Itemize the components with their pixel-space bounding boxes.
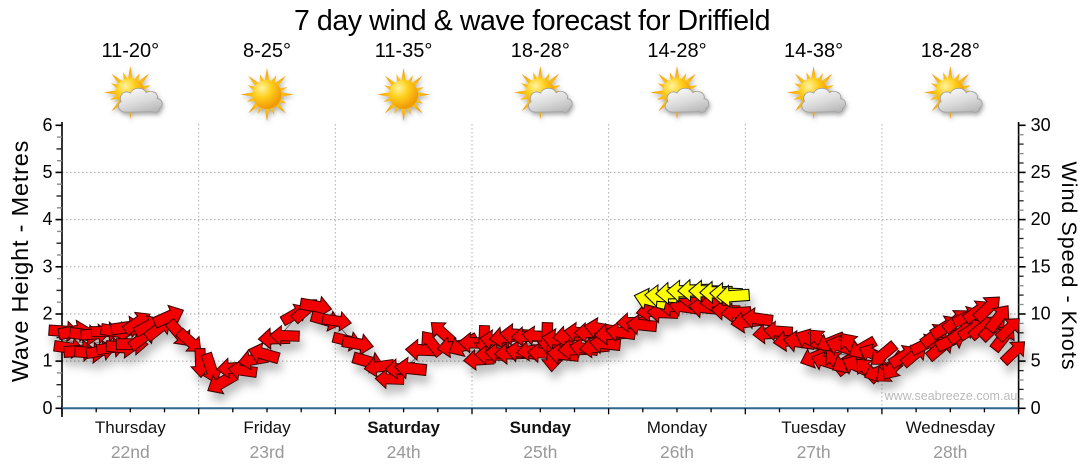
svg-text:Sunday: Sunday <box>510 418 572 437</box>
svg-text:28th: 28th <box>933 442 967 462</box>
svg-text:Wave Height - Metres: Wave Height - Metres <box>7 140 33 382</box>
svg-text:18-28°: 18-28° <box>921 40 980 62</box>
svg-text:Friday: Friday <box>243 418 291 437</box>
svg-text:Wednesday: Wednesday <box>906 418 996 437</box>
svg-text:10: 10 <box>1031 304 1051 324</box>
svg-text:11-35°: 11-35° <box>375 40 433 62</box>
svg-text:0: 0 <box>42 398 52 418</box>
svg-text:14-28°: 14-28° <box>647 40 706 62</box>
svg-text:26th: 26th <box>660 442 694 462</box>
svg-text:Thursday: Thursday <box>95 418 166 437</box>
svg-text:4: 4 <box>42 209 52 229</box>
svg-text:22nd: 22nd <box>111 442 150 462</box>
svg-text:24th: 24th <box>387 442 421 462</box>
svg-text:Wind Speed - Knots: Wind Speed - Knots <box>1057 161 1080 370</box>
svg-text:7 day wind & wave forecast for: 7 day wind & wave forecast for Driffield <box>294 5 770 37</box>
svg-text:23rd: 23rd <box>249 442 284 462</box>
svg-text:1: 1 <box>42 351 52 371</box>
svg-text:www.seabreeze.com.au: www.seabreeze.com.au <box>884 389 1018 403</box>
svg-text:25th: 25th <box>523 442 557 462</box>
svg-text:3: 3 <box>42 256 52 276</box>
svg-text:Saturday: Saturday <box>367 418 440 437</box>
svg-text:14-38°: 14-38° <box>784 40 843 62</box>
svg-text:11-20°: 11-20° <box>101 40 159 62</box>
svg-text:20: 20 <box>1031 209 1051 229</box>
svg-text:2: 2 <box>42 304 52 324</box>
svg-text:25: 25 <box>1031 162 1051 182</box>
svg-text:8-25°: 8-25° <box>243 40 291 62</box>
svg-text:0: 0 <box>1031 398 1041 418</box>
svg-text:15: 15 <box>1031 256 1051 276</box>
svg-text:Tuesday: Tuesday <box>781 418 846 437</box>
svg-text:5: 5 <box>42 162 52 182</box>
svg-text:5: 5 <box>1031 351 1041 371</box>
svg-text:18-28°: 18-28° <box>511 40 570 62</box>
svg-text:6: 6 <box>42 115 52 135</box>
svg-text:27th: 27th <box>797 442 831 462</box>
svg-text:Monday: Monday <box>647 418 708 437</box>
svg-text:30: 30 <box>1031 115 1051 135</box>
